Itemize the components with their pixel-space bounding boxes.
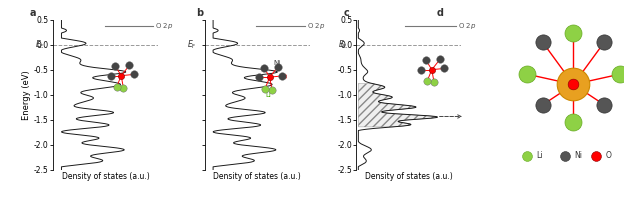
Point [538, 103, 548, 106]
Text: $E_{\rm F}$: $E_{\rm F}$ [187, 38, 197, 51]
X-axis label: Density of states (a.u.): Density of states (a.u.) [62, 172, 149, 181]
Point [416, 68, 426, 71]
Point [129, 73, 139, 76]
Text: Ni: Ni [574, 151, 582, 160]
Point [427, 68, 437, 71]
Point [422, 79, 432, 83]
Text: a: a [30, 8, 36, 18]
Point [124, 64, 134, 67]
Point [273, 65, 283, 69]
Point [615, 73, 624, 76]
Point [110, 64, 120, 68]
Point [119, 87, 129, 90]
Point [277, 74, 287, 78]
Point [116, 74, 126, 77]
Point [260, 87, 270, 90]
X-axis label: Density of states (a.u.): Density of states (a.u.) [365, 172, 452, 181]
Text: Li: Li [537, 151, 544, 160]
Text: O 2$p$: O 2$p$ [458, 21, 476, 31]
Point [568, 32, 578, 35]
Point [568, 83, 578, 86]
Point [421, 58, 431, 62]
Point [591, 154, 601, 158]
Text: $E_{\rm F}$: $E_{\rm F}$ [35, 38, 45, 51]
Point [599, 41, 609, 44]
Point [267, 88, 277, 92]
Point [255, 76, 265, 79]
Point [560, 154, 570, 158]
Text: b: b [197, 8, 203, 18]
Text: d: d [437, 8, 444, 18]
Text: Ni: Ni [273, 60, 280, 66]
Y-axis label: Energy (eV): Energy (eV) [22, 70, 31, 120]
Text: O: O [281, 74, 286, 80]
Point [439, 67, 449, 70]
Point [106, 74, 116, 77]
Point [538, 41, 548, 44]
Point [522, 154, 532, 158]
Point [265, 76, 275, 79]
Text: Li: Li [266, 92, 271, 98]
Point [599, 103, 609, 106]
X-axis label: Density of states (a.u.): Density of states (a.u.) [213, 172, 301, 181]
Point [435, 58, 445, 61]
Point [112, 85, 122, 89]
Text: O 2$p$: O 2$p$ [306, 21, 325, 31]
Text: c: c [344, 8, 349, 18]
Text: O: O [605, 151, 612, 160]
Point [522, 73, 532, 76]
Point [259, 66, 269, 69]
Text: $E_{\rm F}$: $E_{\rm F}$ [338, 38, 348, 51]
Point [429, 81, 439, 84]
Point [568, 120, 578, 124]
Text: O 2$p$: O 2$p$ [155, 21, 173, 31]
Point [568, 83, 578, 86]
